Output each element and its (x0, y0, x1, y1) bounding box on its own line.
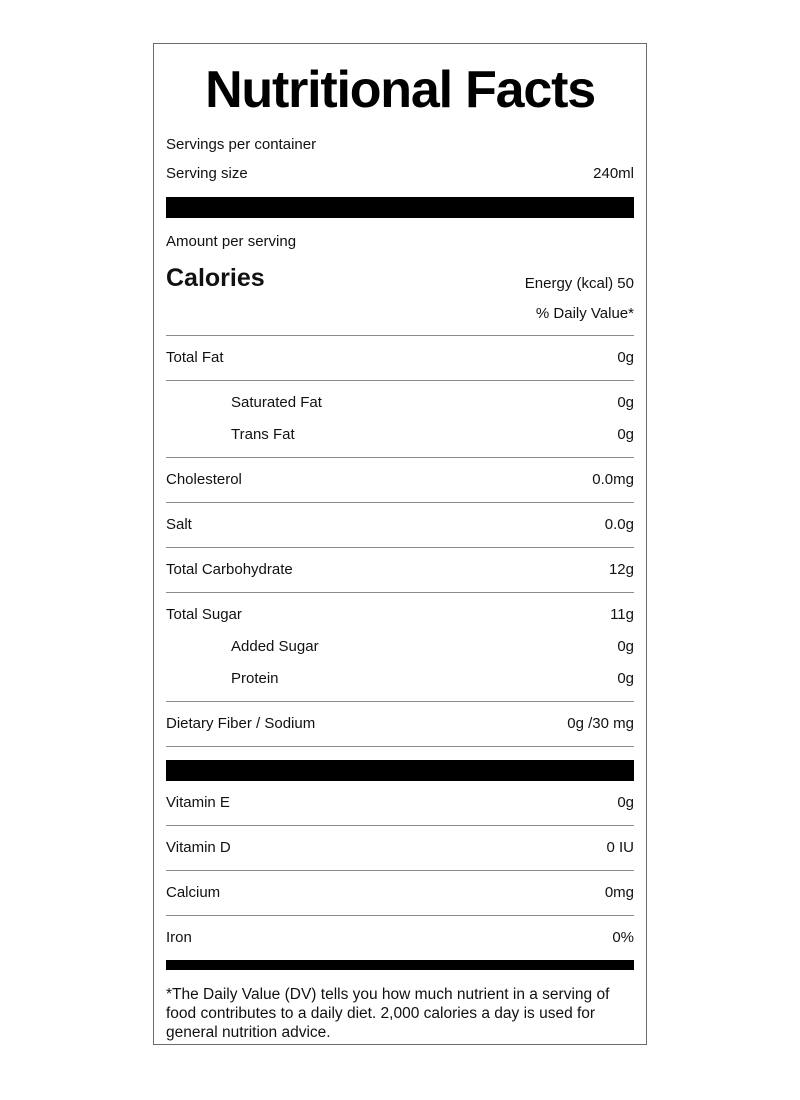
nutrient-label: Salt (166, 516, 192, 533)
amount-per-serving: Amount per serving (166, 233, 297, 250)
vitamin-value: 0g (617, 794, 634, 811)
vitamin-label: Vitamin D (166, 839, 231, 856)
section-fat-breakdown: Saturated Fat 0g Trans Fat 0g (166, 381, 634, 458)
vitamin-label: Calcium (166, 884, 221, 901)
section-fiber-sodium: Dietary Fiber / Sodium 0g /30 mg (166, 702, 634, 747)
section-sugar: Total Sugar 11g Added Sugar 0g Protein 0g (166, 593, 634, 702)
nutrient-value: 12g (608, 561, 634, 578)
nutrient-row: Saturated Fat 0g (166, 387, 634, 419)
nutrient-row: Trans Fat 0g (166, 419, 634, 451)
nutrient-label: Protein (231, 670, 279, 687)
nutrient-row: Total Carbohydrate 12g (166, 554, 634, 586)
calories-label: Calories (166, 264, 265, 292)
nutrient-row: Cholesterol 0.0mg (166, 464, 634, 496)
nutrient-label: Trans Fat (231, 426, 295, 443)
nutrient-label: Dietary Fiber / Sodium (166, 715, 316, 732)
section-salt: Salt 0.0g (166, 503, 634, 548)
nutrient-label: Total Carbohydrate (166, 561, 293, 578)
nutrient-row: Protein 0g (166, 663, 634, 695)
nutrient-label: Cholesterol (166, 471, 242, 488)
vitamin-label: Vitamin E (166, 794, 230, 811)
vitamin-value: 0mg (604, 884, 634, 901)
vitamin-value: 0 IU (606, 839, 634, 856)
vitamin-label: Iron (166, 929, 192, 946)
vitamin-row: Vitamin E 0g (166, 787, 634, 819)
serving-size-label: Serving size (166, 165, 248, 182)
nutrient-value: 0.0mg (592, 471, 634, 488)
thick-divider (166, 197, 634, 218)
nutrient-label: Total Fat (166, 349, 224, 366)
nutrient-row: Salt 0.0g (166, 509, 634, 541)
nutrient-value: 0g (617, 349, 634, 366)
section-iron: Iron 0% (166, 916, 634, 960)
nutrient-row: Added Sugar 0g (166, 631, 634, 663)
nutrient-value: 11g (610, 606, 634, 623)
thick-divider (166, 960, 634, 970)
footnote: *The Daily Value (DV) tells you how much… (166, 986, 610, 1041)
nutrient-value: 0g (617, 426, 634, 443)
energy-value: Energy (kcal) 50 (524, 275, 634, 292)
label-header: Nutritional Facts Servings per container… (166, 44, 634, 336)
nutrient-label: Total Sugar (166, 606, 242, 623)
servings-per-container: Servings per container (166, 136, 317, 153)
nutrient-row: Dietary Fiber / Sodium 0g /30 mg (166, 708, 634, 740)
nutrient-value: 0g /30 mg (567, 715, 634, 732)
nutrient-value: 0.0g (604, 516, 634, 533)
section-total-fat: Total Fat 0g (166, 336, 634, 381)
vitamin-row: Vitamin D 0 IU (166, 832, 634, 864)
section-carbohydrate: Total Carbohydrate 12g (166, 548, 634, 593)
serving-size-value: 240ml (593, 165, 634, 182)
nutrient-row: Total Fat 0g (166, 342, 634, 374)
section-calcium: Calcium 0mg (166, 871, 634, 916)
nutrient-value: 0g (617, 670, 634, 687)
nutrition-label: Nutritional Facts Servings per container… (153, 43, 647, 1045)
vitamin-row: Calcium 0mg (166, 877, 634, 909)
nutrient-row: Total Sugar 11g (166, 599, 634, 631)
nutrient-label: Added Sugar (231, 638, 319, 655)
section-cholesterol: Cholesterol 0.0mg (166, 458, 634, 503)
section-vitamin-d: Vitamin D 0 IU (166, 826, 634, 871)
label-title: Nutritional Facts (205, 61, 596, 119)
nutrient-value: 0g (617, 394, 634, 411)
vitamin-row: Iron 0% (166, 922, 634, 954)
daily-value-header: % Daily Value* (535, 305, 634, 322)
thick-divider (166, 760, 634, 781)
nutrient-label: Saturated Fat (231, 394, 322, 411)
section-vitamin-e: Vitamin E 0g (166, 781, 634, 826)
nutrient-value: 0g (617, 638, 634, 655)
vitamin-value: 0% (612, 929, 634, 946)
serving-size-row: Serving size 240ml (166, 164, 634, 184)
